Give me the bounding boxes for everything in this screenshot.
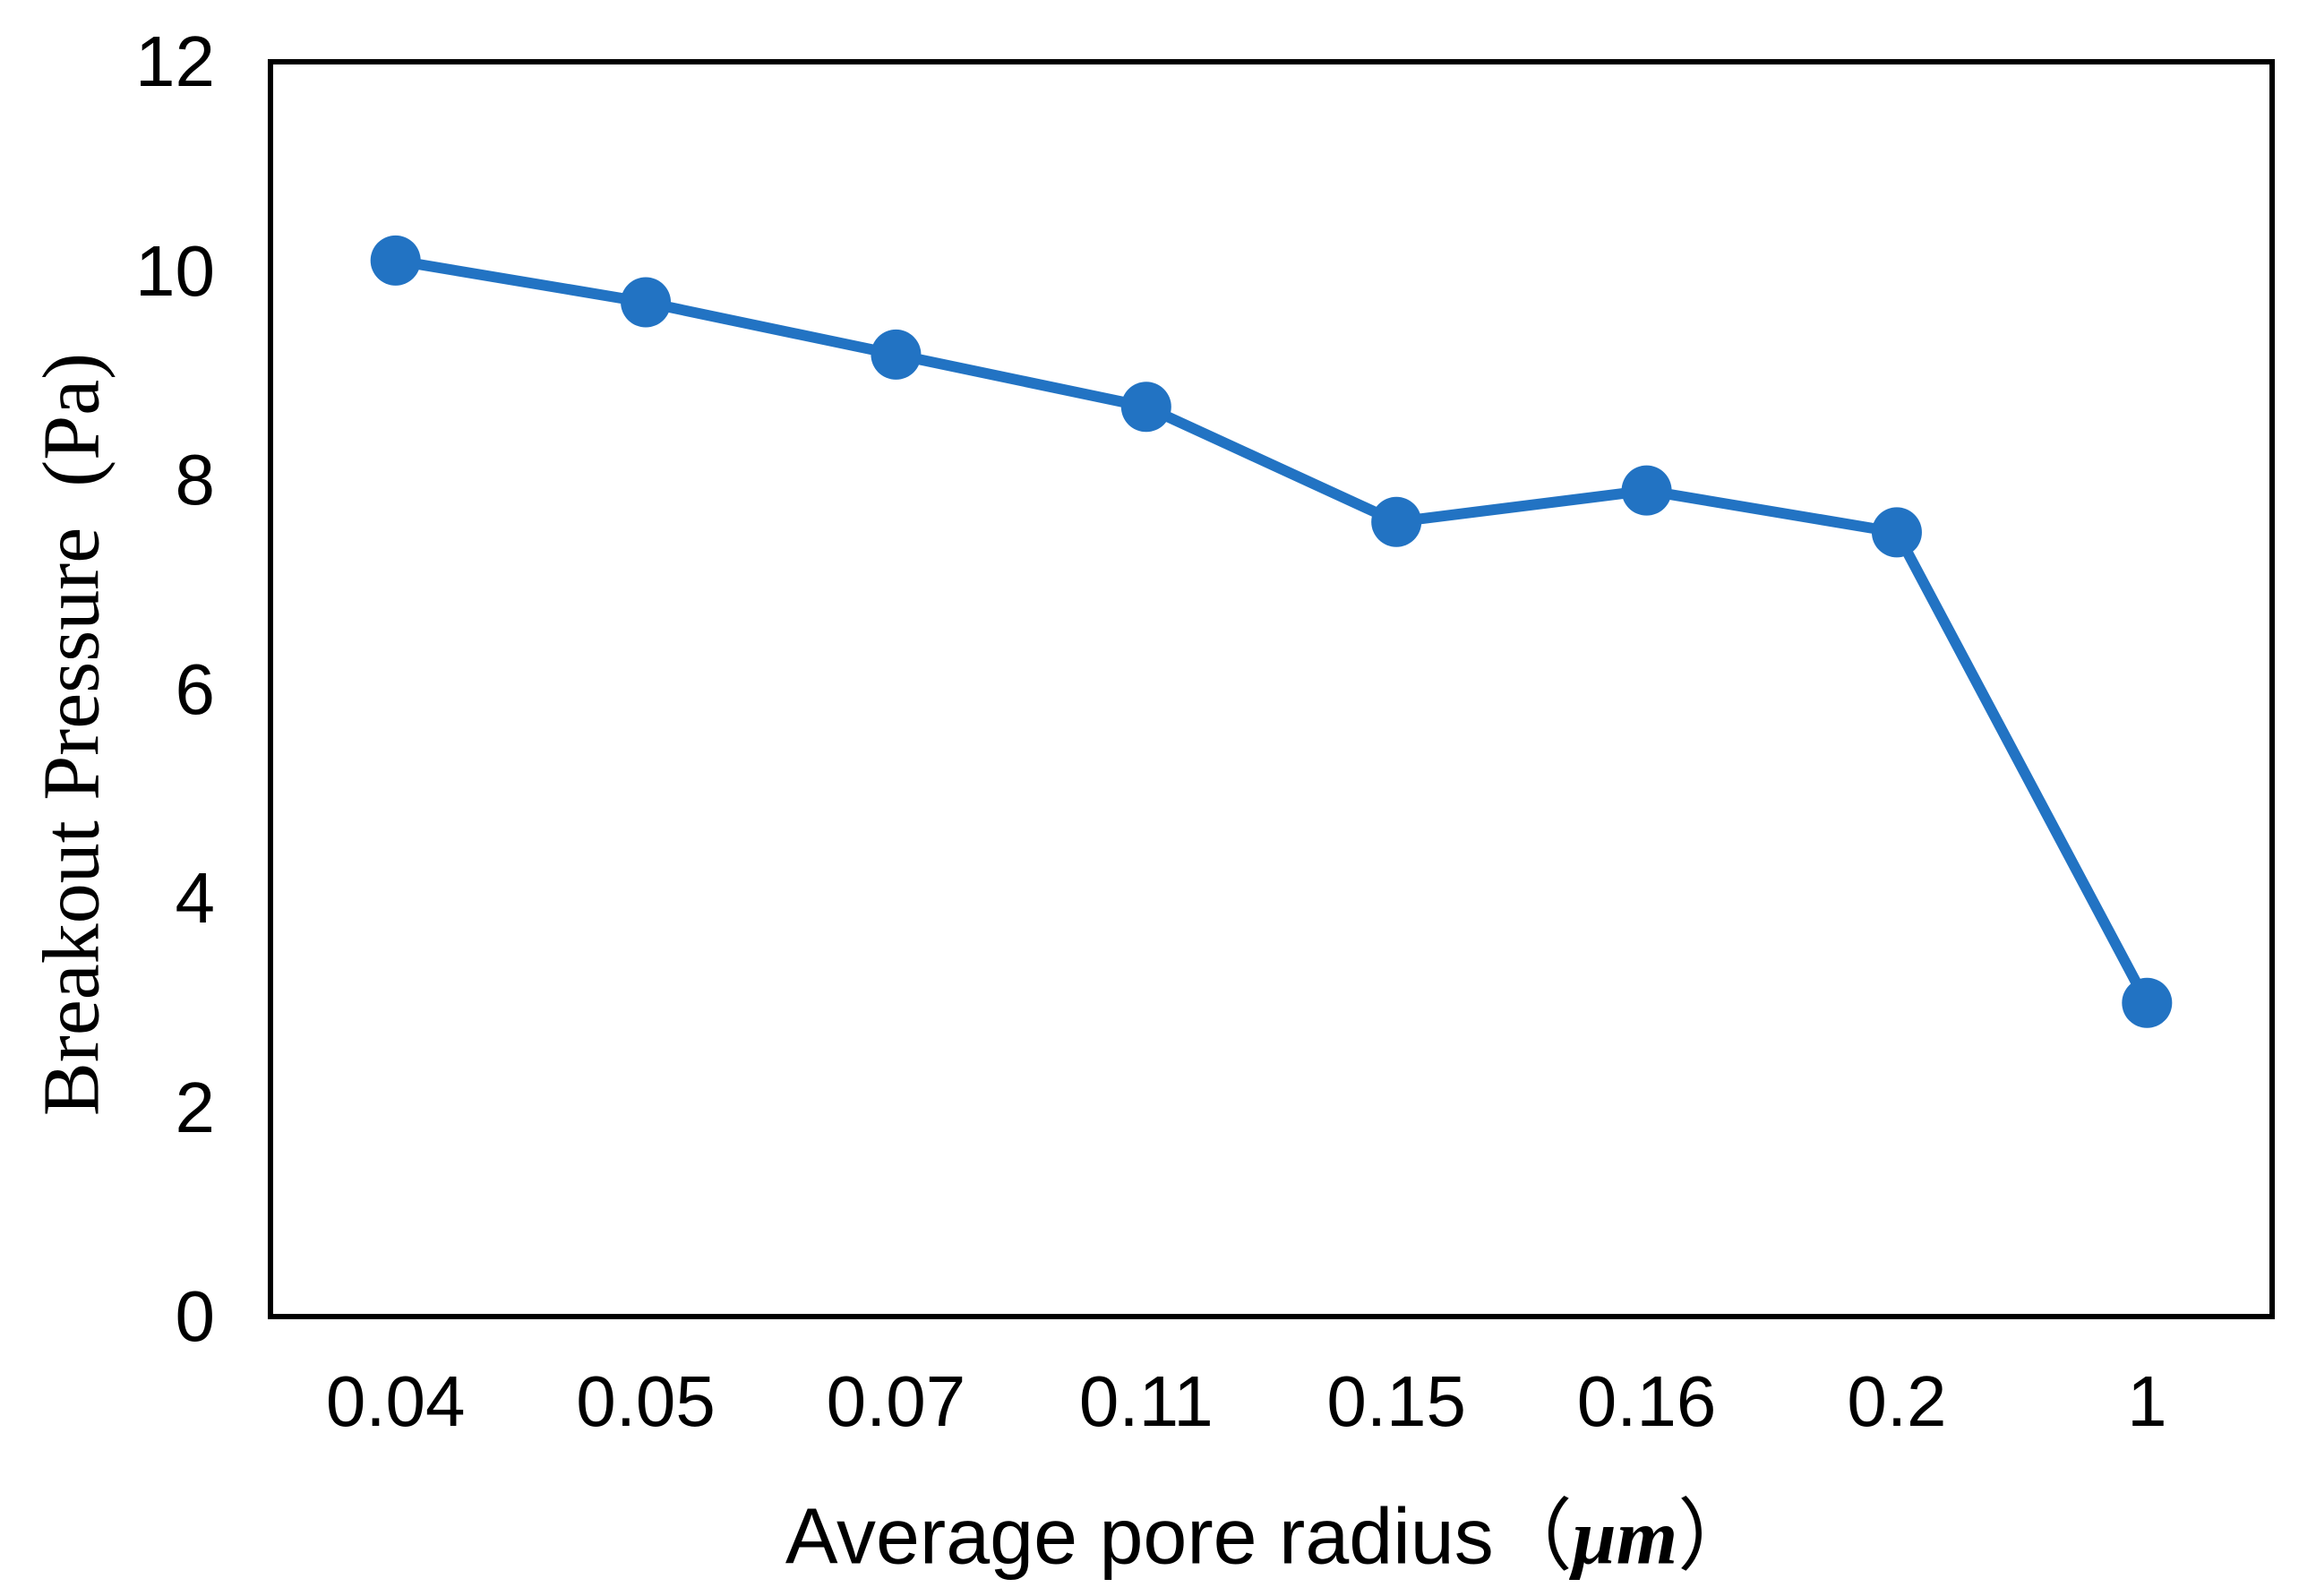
x-tick-label: 0.11 (1078, 1361, 1214, 1441)
x-tick-label: 0.04 (325, 1361, 466, 1441)
x-axis-unit-close-paren: ） (1677, 1494, 1757, 1582)
x-tick-label: 1 (2127, 1361, 2167, 1441)
y-tick-label: 10 (135, 230, 215, 311)
plot-frame (268, 59, 2275, 1319)
y-tick-label: 8 (175, 440, 216, 519)
x-axis-unit-open-paren: （ (1493, 1494, 1573, 1582)
data-point-marker (1371, 496, 1422, 547)
x-tick-label: 0.05 (576, 1361, 716, 1441)
x-tick-label: 0.15 (1326, 1361, 1467, 1441)
data-point-marker (1621, 465, 1672, 516)
data-point-marker (1120, 382, 1171, 433)
data-point-marker (370, 235, 421, 286)
x-axis-unit: μm (1572, 1494, 1678, 1582)
series-line (390, 254, 2153, 1008)
data-point-marker (1871, 507, 1922, 558)
data-point-marker (2122, 977, 2173, 1028)
y-tick-label: 2 (175, 1067, 216, 1147)
data-point-marker (871, 329, 922, 380)
x-axis-title: Average pore radius（μm） (785, 1473, 1756, 1587)
y-axis-title: Breakout Pressure (Pa) (27, 352, 116, 1117)
y-tick-label: 4 (175, 858, 216, 938)
x-tick-label: 0.2 (1847, 1361, 1947, 1441)
x-tick-label: 0.07 (826, 1361, 966, 1441)
y-tick-label: 12 (135, 21, 215, 101)
x-tick-label: 0.16 (1576, 1361, 1717, 1441)
y-tick-label: 0 (175, 1276, 216, 1356)
data-point-marker (621, 277, 672, 328)
y-tick-label: 6 (175, 648, 216, 729)
x-axis-title-text: Average pore radius (785, 1491, 1494, 1581)
